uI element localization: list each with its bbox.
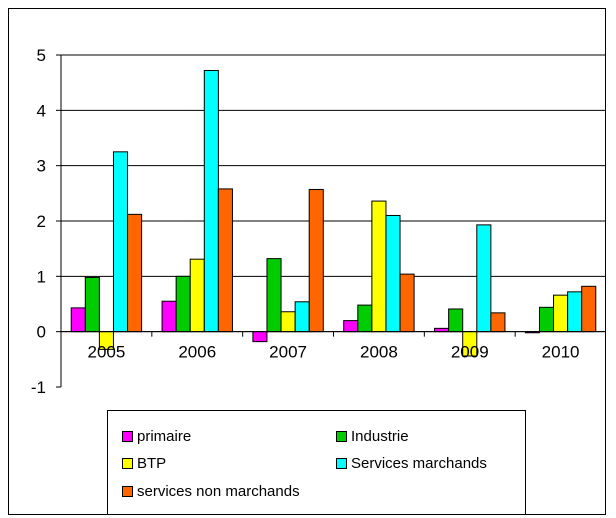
legend-swatch-services-non-marchands — [122, 486, 133, 497]
bar-2007-3 — [294, 301, 310, 333]
bar-2009-4 — [490, 312, 506, 333]
legend-item-btp: BTP — [122, 455, 166, 472]
bar-2007-4 — [308, 188, 324, 333]
legend-label-services-non-marchands: services non marchands — [137, 483, 300, 500]
legend-label-primaire: primaire — [137, 428, 192, 445]
legend: primaire Industrie BTP Services marchand… — [107, 410, 526, 515]
x-tick-label-2005: 2005 — [88, 343, 126, 362]
bar-2005-0 — [70, 307, 86, 333]
bar-2005-1 — [84, 276, 100, 333]
x-tick-label-2009: 2009 — [451, 343, 489, 362]
legend-item-industrie: Industrie — [336, 428, 409, 445]
legend-label-services-marchands: Services marchands — [351, 455, 487, 472]
bar-2010-3 — [567, 291, 583, 333]
bars — [70, 69, 597, 357]
bar-2008-3 — [385, 214, 401, 333]
legend-swatch-industrie — [336, 431, 347, 442]
bar-2007-1 — [266, 258, 282, 333]
legend-label-industrie: Industrie — [351, 428, 409, 445]
grid-lines — [61, 54, 606, 333]
legend-swatch-services-marchands — [336, 458, 347, 469]
bar-2005-4 — [127, 213, 143, 333]
y-tick-label-3: 2 — [37, 212, 46, 231]
y-tick-label-0: 5 — [37, 46, 46, 65]
y-tick-label-4: 1 — [37, 267, 46, 286]
legend-swatch-btp — [122, 458, 133, 469]
bar-2010-1 — [538, 306, 555, 333]
bar-2008-0 — [343, 320, 359, 333]
bar-2008-2 — [371, 200, 387, 333]
bar-2007-2 — [280, 311, 296, 333]
bar-2009-3 — [476, 224, 492, 333]
tick-labels: 5 4 3 2 1 0 -1 2005 2006 2007 2008 2009 2010 — [31, 46, 580, 397]
legend-label-btp: BTP — [137, 455, 167, 472]
bar-2006-3 — [203, 69, 219, 333]
y-tick-label-6: -1 — [31, 378, 46, 397]
y-tick-label-1: 4 — [37, 101, 46, 120]
x-tick-label-2010: 2010 — [542, 343, 580, 362]
bar-2009-1 — [448, 308, 464, 333]
y-tick-label-2: 3 — [37, 157, 46, 176]
x-tick-label-2007: 2007 — [269, 343, 307, 362]
legend-item-services-non-marchands: services non marchands — [122, 483, 300, 500]
y-tick-label-5: 0 — [37, 323, 46, 342]
legend-item-primaire: primaire — [122, 428, 191, 445]
legend-swatch-primaire — [122, 431, 133, 442]
bar-2007-0 — [252, 331, 268, 343]
x-tick-label-2008: 2008 — [360, 343, 398, 362]
axes — [56, 54, 606, 388]
bar-2005-3 — [112, 151, 129, 333]
bar-2010-2 — [553, 294, 569, 333]
bar-2006-0 — [161, 300, 177, 333]
bar-2006-1 — [175, 275, 191, 333]
bar-2008-4 — [399, 273, 415, 333]
bar-2010-4 — [581, 285, 597, 333]
bar-2006-4 — [217, 188, 233, 333]
x-tick-label-2006: 2006 — [178, 343, 216, 362]
bar-2006-2 — [189, 258, 205, 333]
bar-2008-1 — [357, 304, 373, 333]
legend-item-services-marchands: Services marchands — [336, 455, 487, 472]
